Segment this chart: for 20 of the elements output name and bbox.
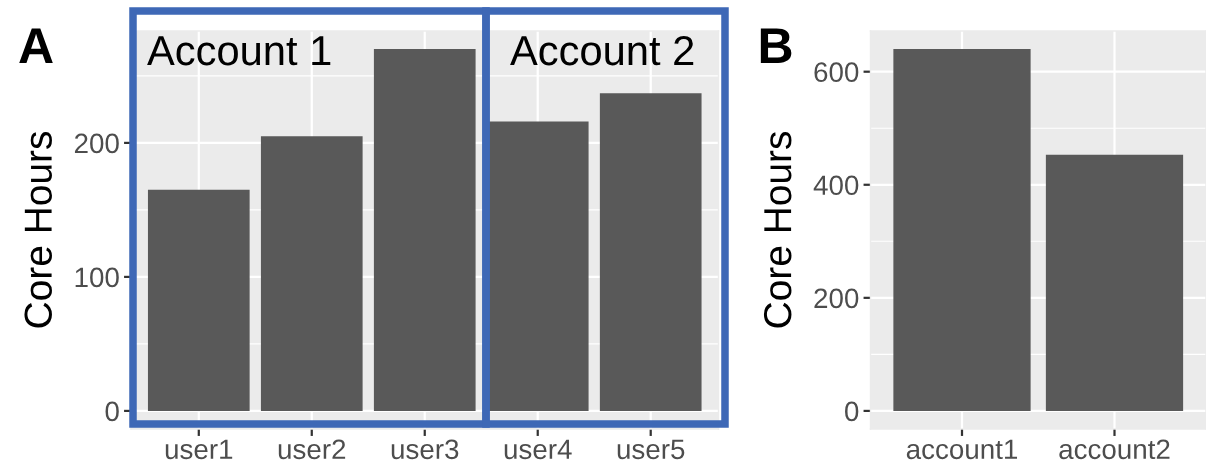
x-tick-label: user5	[617, 439, 685, 460]
x-tick-label: user1	[165, 439, 233, 460]
y-tick-label: 400	[813, 175, 859, 196]
y-axis-title: Core Hours	[24, 131, 52, 328]
x-tick-label: account2	[1059, 439, 1170, 460]
chart-title: B	[760, 28, 792, 63]
y-tick-label: 200	[74, 133, 119, 154]
x-tick-label: account1	[906, 439, 1018, 460]
y-tick-label: 600	[814, 62, 859, 83]
x-tick-label: user2	[278, 439, 346, 460]
x-tick-label: user4	[504, 439, 572, 460]
chart-title: A	[19, 28, 53, 63]
annotation: Account 1	[147, 36, 331, 66]
y-tick-label: 0	[845, 401, 859, 422]
y-tick-label: 200	[814, 288, 859, 309]
annotation: Account 2	[510, 35, 694, 66]
y-tick-label: 0	[105, 401, 119, 422]
x-tick-label: user3	[391, 439, 459, 460]
y-tick-label: 100	[75, 267, 119, 288]
y-axis-title: Core Hours	[763, 131, 792, 328]
